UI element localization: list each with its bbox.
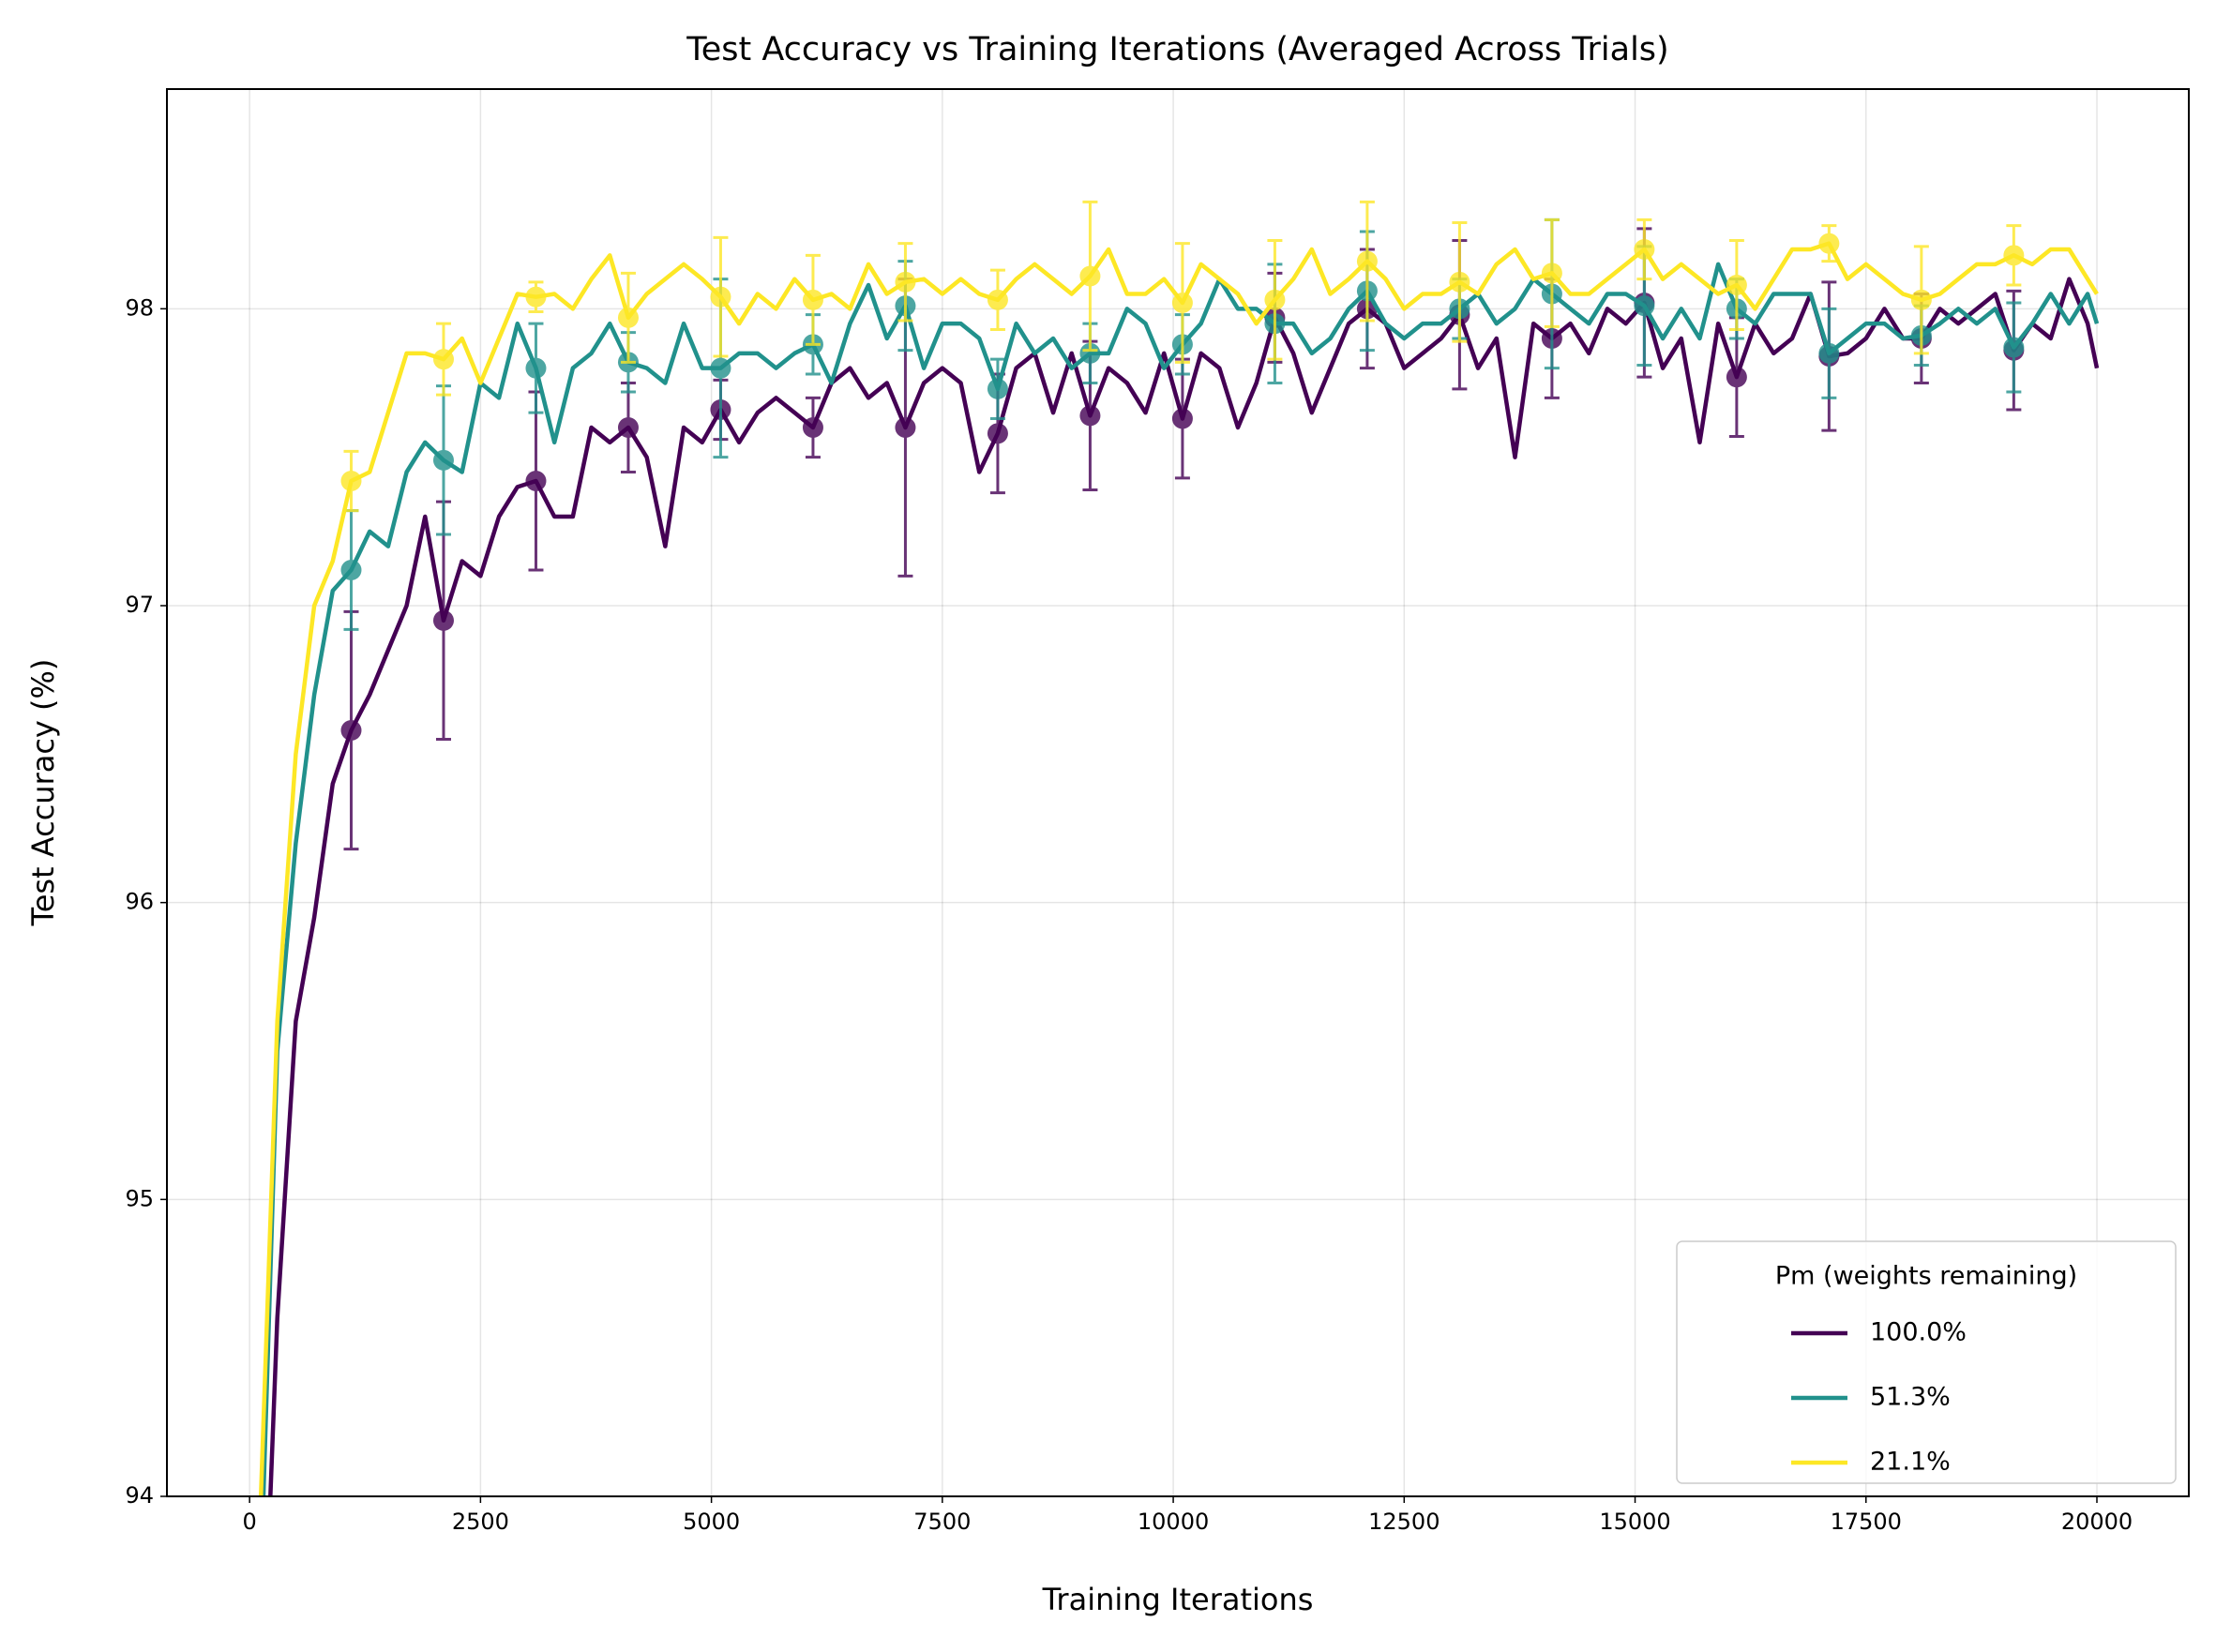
x-axis-label: Training Iterations [1042,1582,1314,1617]
x-tick-label: 15000 [1599,1509,1670,1535]
marker [2003,245,2025,266]
error-bar [1356,200,1378,323]
error-bar [525,280,547,313]
x-tick-label: 10000 [1138,1509,1209,1535]
marker [1818,233,1840,254]
x-tick-label: 20000 [2061,1509,2133,1535]
y-axis-label: Test Accuracy (%) [25,659,61,927]
marker [1171,293,1193,313]
marker [1356,250,1378,272]
marker [1079,405,1101,427]
marker [432,609,454,631]
x-tick-label: 17500 [1831,1509,1902,1535]
legend-title: Pm (weights remaining) [1775,1262,2077,1291]
error-bar [432,384,454,536]
marker [1910,289,1932,310]
error-bar [617,382,639,473]
error-bar [802,396,823,459]
marker [987,378,1008,399]
marker [895,417,916,438]
marker [1449,271,1470,293]
y-tick-label: 96 [125,889,154,915]
marker [525,286,547,308]
marker [1264,289,1286,310]
marker [617,307,639,328]
error-bar [1541,218,1562,328]
marker [802,417,823,438]
marker [1726,275,1747,295]
marker [802,289,823,310]
error-bar [1264,239,1286,361]
x-tick-label: 2500 [452,1509,509,1535]
marker [895,271,916,293]
marker [710,357,731,379]
y-tick-label: 98 [125,294,154,321]
axes: 0 2500 5000 7500 10000 12500 15000 17500 20000 94… [125,294,2133,1535]
error-bar [432,322,454,397]
legend-label: 21.1% [1870,1448,1951,1477]
plot-area [258,200,2100,1496]
y-tick-label: 97 [125,592,154,618]
marker [987,423,1008,444]
error-bar [895,242,916,323]
marker [1726,367,1747,388]
marker [2003,337,2025,358]
error-bar [710,235,731,358]
marker [340,560,362,580]
marker [525,471,547,491]
error-bar [1818,224,1840,263]
error-bar [340,609,362,851]
error-bar [1634,218,1655,281]
error-bar [617,271,639,364]
error-bar [1079,200,1101,353]
x-tick-label: 5000 [683,1509,740,1535]
y-tick-label: 94 [125,1482,154,1509]
marker [1634,239,1655,260]
marker [525,357,547,379]
chart-title: Test Accuracy vs Training Iterations (Av… [686,31,1668,68]
error-bar [1726,239,1747,331]
marker [1634,295,1655,317]
error-bar [525,322,547,414]
marker [1079,342,1101,364]
marker [987,289,1008,310]
error-bar [2003,301,2025,394]
error-bar [2003,224,2025,287]
x-tick-label: 0 [243,1509,257,1535]
error-bar [987,357,1008,420]
marker [710,286,731,308]
marker [1079,265,1101,287]
marker [432,349,454,370]
plot-frame [166,88,2190,1497]
marker [1171,408,1193,429]
legend: Pm (weights remaining) 100.0% 51.3% 21.1% [1676,1240,2177,1484]
error-bar [340,449,362,513]
error-bar [987,268,1008,331]
marker [1541,263,1562,284]
marker [617,417,639,438]
legend-label: 100.0% [1870,1318,1967,1347]
error-bar [802,253,823,346]
error-bar [525,390,547,572]
error-bar [1910,245,1932,355]
error-bar [432,500,454,741]
error-bar [1171,357,1193,480]
legend-label: 51.3% [1870,1383,1951,1412]
y-tick-label: 95 [125,1185,154,1211]
error-bar [1171,242,1193,364]
error-bar [1818,307,1840,399]
marker [340,471,362,491]
marker [432,449,454,471]
error-bar [1449,221,1470,343]
legend-box [1676,1240,2177,1484]
x-tick-label: 7500 [913,1509,971,1535]
marker [340,720,362,741]
marker [1818,342,1840,364]
x-tick-label: 12500 [1368,1509,1440,1535]
